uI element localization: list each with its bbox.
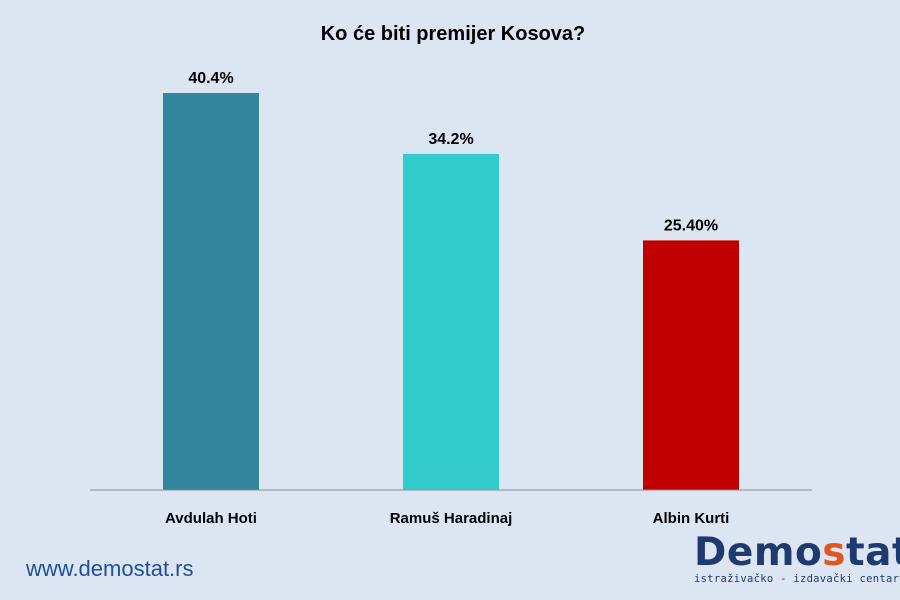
chart-title: Ko će biti premijer Kosova?	[321, 23, 586, 45]
bar-3	[643, 240, 739, 490]
value-label-1: 40.4%	[188, 70, 233, 87]
category-label-3: Albin Kurti	[653, 510, 730, 527]
category-label-1: Avdulah Hoti	[165, 510, 257, 527]
website-url[interactable]: www.demostat.rs	[26, 556, 194, 581]
category-label-2: Ramuš Haradinaj	[390, 510, 513, 527]
bar-1	[163, 93, 259, 490]
value-label-2: 34.2%	[428, 131, 473, 148]
category-labels-group: Avdulah Hoti Ramuš Haradinaj Albin Kurti	[165, 510, 729, 527]
value-label-3: 25.40%	[664, 217, 718, 234]
logo-tagline: istraživačko - izdavački centar	[694, 573, 900, 585]
bar-chart: Ko će biti premijer Kosova? Avdulah Hoti…	[90, 23, 812, 527]
value-labels-group: 40.4% 34.2% 25.40%	[188, 70, 718, 234]
logo-wordmark: Demostat	[694, 530, 900, 575]
bars-group	[163, 93, 739, 491]
demostat-logo: Demostat istraživačko - izdavački centar	[694, 530, 900, 586]
bar-2	[403, 153, 499, 491]
